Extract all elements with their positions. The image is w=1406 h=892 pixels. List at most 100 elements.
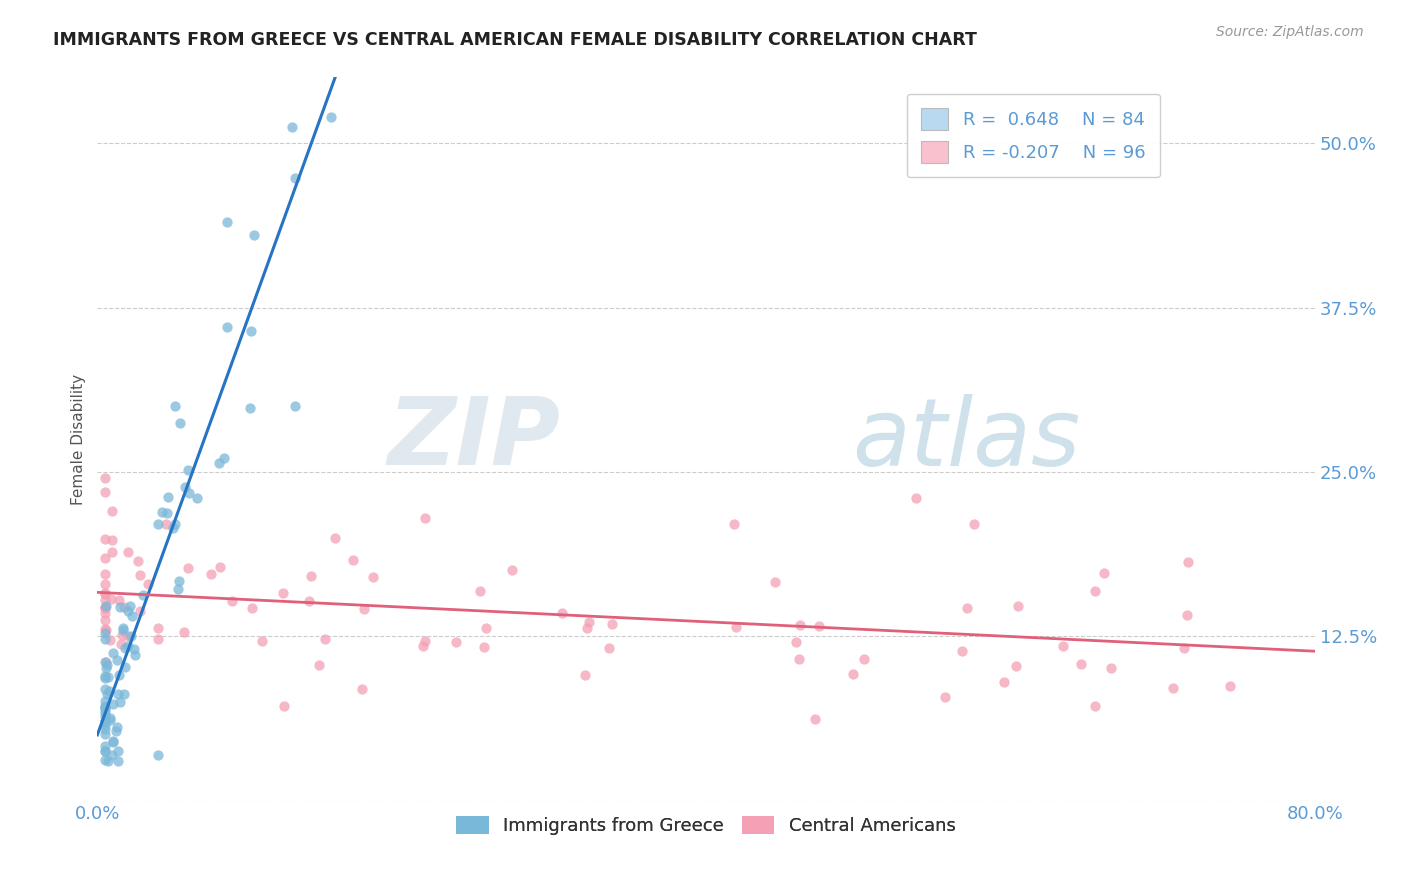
Point	[129, 568, 152, 582]
Point	[413, 633, 436, 648]
Point	[598, 641, 620, 656]
Point	[1177, 555, 1199, 569]
Point	[321, 110, 343, 124]
Point	[934, 690, 956, 704]
Point	[105, 723, 128, 738]
Point	[94, 718, 117, 732]
Point	[94, 567, 117, 582]
Point	[1084, 584, 1107, 599]
Point	[1069, 657, 1091, 671]
Point	[114, 599, 136, 614]
Point	[842, 667, 865, 681]
Point	[96, 623, 118, 637]
Point	[94, 606, 117, 620]
Point	[763, 575, 786, 590]
Point	[107, 754, 129, 768]
Point	[301, 568, 323, 582]
Text: ZIP: ZIP	[387, 393, 560, 485]
Point	[94, 699, 117, 714]
Point	[1094, 566, 1116, 581]
Point	[101, 735, 124, 749]
Point	[94, 622, 117, 636]
Point	[353, 602, 375, 616]
Point	[785, 635, 807, 649]
Point	[94, 744, 117, 758]
Point	[112, 621, 135, 635]
Point	[723, 517, 745, 532]
Point	[165, 517, 187, 532]
Point	[121, 608, 143, 623]
Point	[98, 633, 121, 648]
Point	[94, 727, 117, 741]
Point	[108, 593, 131, 607]
Point	[163, 399, 186, 413]
Point	[215, 320, 238, 334]
Point	[94, 682, 117, 697]
Point	[111, 627, 134, 641]
Point	[105, 653, 128, 667]
Text: atlas: atlas	[852, 393, 1080, 484]
Point	[94, 533, 117, 547]
Point	[94, 593, 117, 607]
Text: IMMIGRANTS FROM GREECE VS CENTRAL AMERICAN FEMALE DISABILITY CORRELATION CHART: IMMIGRANTS FROM GREECE VS CENTRAL AMERIC…	[53, 31, 977, 49]
Point	[789, 618, 811, 632]
Point	[118, 599, 141, 614]
Point	[117, 604, 139, 618]
Point	[804, 712, 827, 726]
Point	[100, 533, 122, 547]
Point	[94, 671, 117, 685]
Point	[101, 697, 124, 711]
Point	[350, 681, 373, 696]
Point	[725, 620, 748, 634]
Point	[167, 574, 190, 588]
Point	[94, 655, 117, 669]
Point	[1175, 607, 1198, 622]
Point	[94, 551, 117, 566]
Point	[173, 625, 195, 640]
Point	[789, 652, 811, 666]
Point	[94, 739, 117, 753]
Point	[94, 669, 117, 683]
Point	[993, 675, 1015, 690]
Point	[273, 698, 295, 713]
Point	[956, 601, 979, 615]
Point	[281, 120, 304, 134]
Point	[94, 632, 117, 646]
Point	[94, 694, 117, 708]
Point	[94, 655, 117, 669]
Point	[107, 744, 129, 758]
Point	[94, 601, 117, 615]
Point	[284, 399, 307, 413]
Point	[148, 747, 170, 762]
Point	[127, 554, 149, 568]
Point	[100, 592, 122, 607]
Point	[174, 481, 197, 495]
Point	[578, 615, 600, 629]
Point	[240, 324, 263, 338]
Point	[117, 629, 139, 643]
Point	[103, 646, 125, 660]
Point	[96, 687, 118, 701]
Point	[101, 733, 124, 747]
Point	[150, 505, 173, 519]
Point	[176, 463, 198, 477]
Point	[105, 720, 128, 734]
Point	[114, 641, 136, 656]
Point	[94, 753, 117, 767]
Point	[298, 594, 321, 608]
Point	[94, 626, 117, 640]
Point	[110, 599, 132, 614]
Point	[94, 586, 117, 600]
Point	[551, 607, 574, 621]
Point	[112, 623, 135, 637]
Point	[208, 456, 231, 470]
Point	[96, 658, 118, 673]
Point	[94, 471, 117, 485]
Point	[94, 601, 117, 615]
Point	[94, 613, 117, 627]
Point	[413, 511, 436, 525]
Point	[132, 588, 155, 602]
Point	[808, 618, 831, 632]
Point	[950, 644, 973, 658]
Point	[107, 668, 129, 682]
